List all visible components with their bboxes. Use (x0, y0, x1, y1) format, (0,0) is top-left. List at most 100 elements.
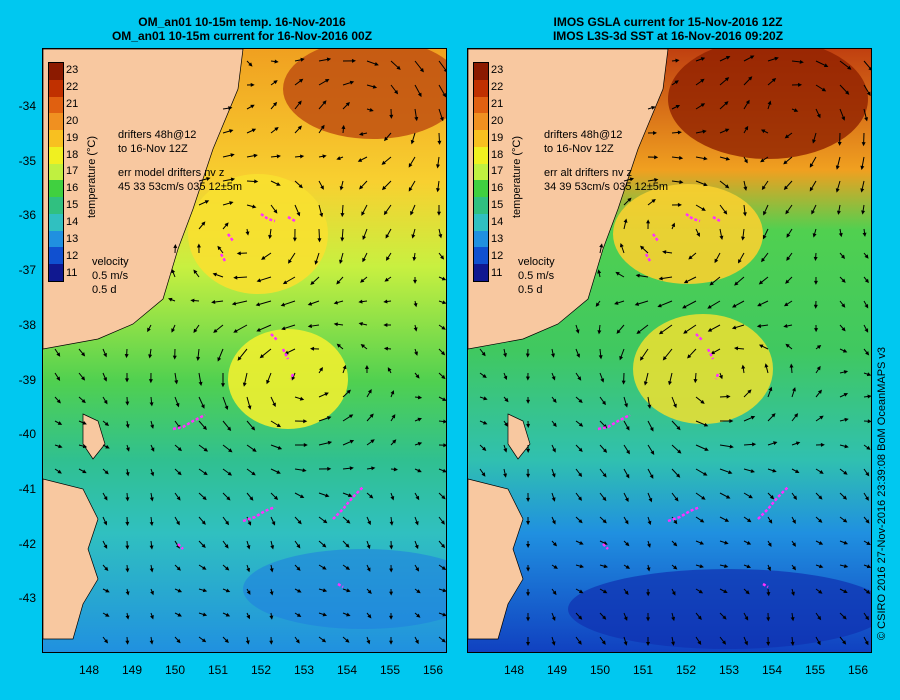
current-arrowhead (722, 615, 727, 620)
current-arrowhead (242, 382, 247, 387)
current-arrowhead (441, 495, 446, 500)
current-arrowhead (307, 324, 313, 329)
current-arrowhead (602, 496, 607, 502)
colorbar-tick-label: 18 (66, 148, 79, 161)
current-arrowhead (481, 472, 486, 477)
current-arrowhead (225, 588, 231, 593)
current-arrowhead (676, 425, 681, 431)
current-arrowhead (225, 566, 230, 571)
current-arrowhead (236, 251, 241, 256)
current-arrowhead (578, 447, 583, 452)
current-arrowhead (503, 448, 508, 453)
current-arrowhead (124, 353, 129, 359)
colorbar-swatch (474, 79, 488, 97)
latitude-tick-label: -39 (18, 372, 36, 387)
colorbar-swatch (474, 146, 488, 164)
current-arrowhead (625, 474, 630, 479)
left-panel-title: OM_an01 10-15m temp. 16-Nov-2016 OM_an01… (42, 15, 442, 43)
mainland-land (468, 49, 669, 350)
current-arrowhead (811, 210, 815, 215)
colorbar-tick-label: 23 (66, 64, 79, 76)
current-arrowhead (651, 198, 656, 203)
current-arrowhead (639, 356, 644, 361)
current-arrowhead (842, 615, 847, 620)
current-arrowhead (504, 397, 509, 403)
drifter-track (287, 215, 296, 223)
current-arrowhead (578, 615, 583, 620)
current-arrowhead (526, 521, 531, 526)
current-arrowhead (703, 471, 708, 476)
current-arrowhead (526, 592, 531, 597)
current-arrowhead (649, 427, 654, 432)
current-arrowhead (703, 422, 709, 427)
current-arrowhead (415, 567, 420, 572)
current-arrowhead (196, 243, 201, 248)
drifter-track (602, 543, 609, 550)
current-arrowhead (246, 590, 251, 595)
current-arrowhead (296, 211, 301, 217)
current-arrowhead (319, 366, 323, 372)
drifter-track (289, 373, 295, 380)
current-arrowhead (150, 615, 154, 620)
current-arrowhead (202, 425, 207, 431)
current-arrowhead (346, 588, 351, 593)
current-arrowhead (865, 615, 869, 621)
current-arrowhead (226, 496, 231, 501)
colorbar-tick-label: 19 (491, 131, 504, 144)
current-arrowhead (413, 327, 418, 332)
current-arrowhead (817, 389, 822, 394)
current-arrowhead (364, 364, 369, 369)
current-arrowhead (671, 222, 676, 228)
current-arrowhead (340, 237, 345, 242)
current-arrowhead (103, 496, 108, 501)
left-error-stats: err model drifters nv z 45 33 53cm/s 035… (118, 166, 242, 194)
current-arrowhead (743, 158, 748, 164)
current-arrowhead (198, 381, 203, 387)
current-arrowhead (674, 497, 679, 502)
current-arrowhead (602, 448, 608, 453)
current-arrowhead (389, 568, 394, 573)
current-arrowhead (841, 278, 846, 283)
right-colorbar-label: temperature (°C) (511, 135, 523, 218)
current-arrowhead (436, 211, 441, 216)
velocity-duration: 0.5 d (518, 284, 543, 296)
current-arrowhead (552, 422, 557, 428)
current-arrowhead (419, 67, 424, 73)
right-map-svg (468, 49, 871, 652)
current-arrowhead (387, 367, 392, 372)
current-arrowhead (233, 275, 238, 280)
colorbar-swatch (49, 247, 63, 265)
current-arrowhead (597, 269, 602, 274)
current-arrowhead (647, 520, 652, 526)
current-arrowhead (322, 565, 327, 570)
current-arrowhead (683, 279, 689, 284)
colorbar-swatch (474, 113, 488, 131)
current-arrowhead (196, 356, 201, 361)
current-arrowhead (761, 185, 766, 191)
current-arrowhead (761, 257, 766, 263)
current-arrowhead (671, 641, 675, 646)
current-arrowhead (771, 413, 776, 418)
current-arrowhead (791, 591, 795, 596)
current-arrowhead (149, 545, 154, 550)
current-arrowhead (125, 497, 130, 502)
current-arrowhead (867, 394, 871, 399)
current-arrowhead (719, 235, 724, 240)
longitude-tick-label: 152 (675, 663, 697, 677)
island-land (82, 413, 106, 460)
longitude-tick-label: 152 (250, 663, 272, 677)
current-arrowhead (362, 235, 367, 240)
current-arrowhead (125, 568, 130, 573)
current-arrowhead (482, 374, 487, 379)
drifter-track (242, 505, 276, 523)
current-arrowhead (125, 545, 130, 550)
current-arrowhead (81, 398, 86, 404)
current-arrowhead (860, 165, 865, 170)
current-arrowhead (125, 401, 130, 406)
current-arrowhead (295, 639, 300, 644)
current-arrowhead (601, 400, 606, 406)
current-arrow (684, 324, 697, 333)
current-arrowhead (707, 327, 713, 332)
current-arrow (708, 300, 721, 308)
current-arrowhead (747, 389, 752, 394)
